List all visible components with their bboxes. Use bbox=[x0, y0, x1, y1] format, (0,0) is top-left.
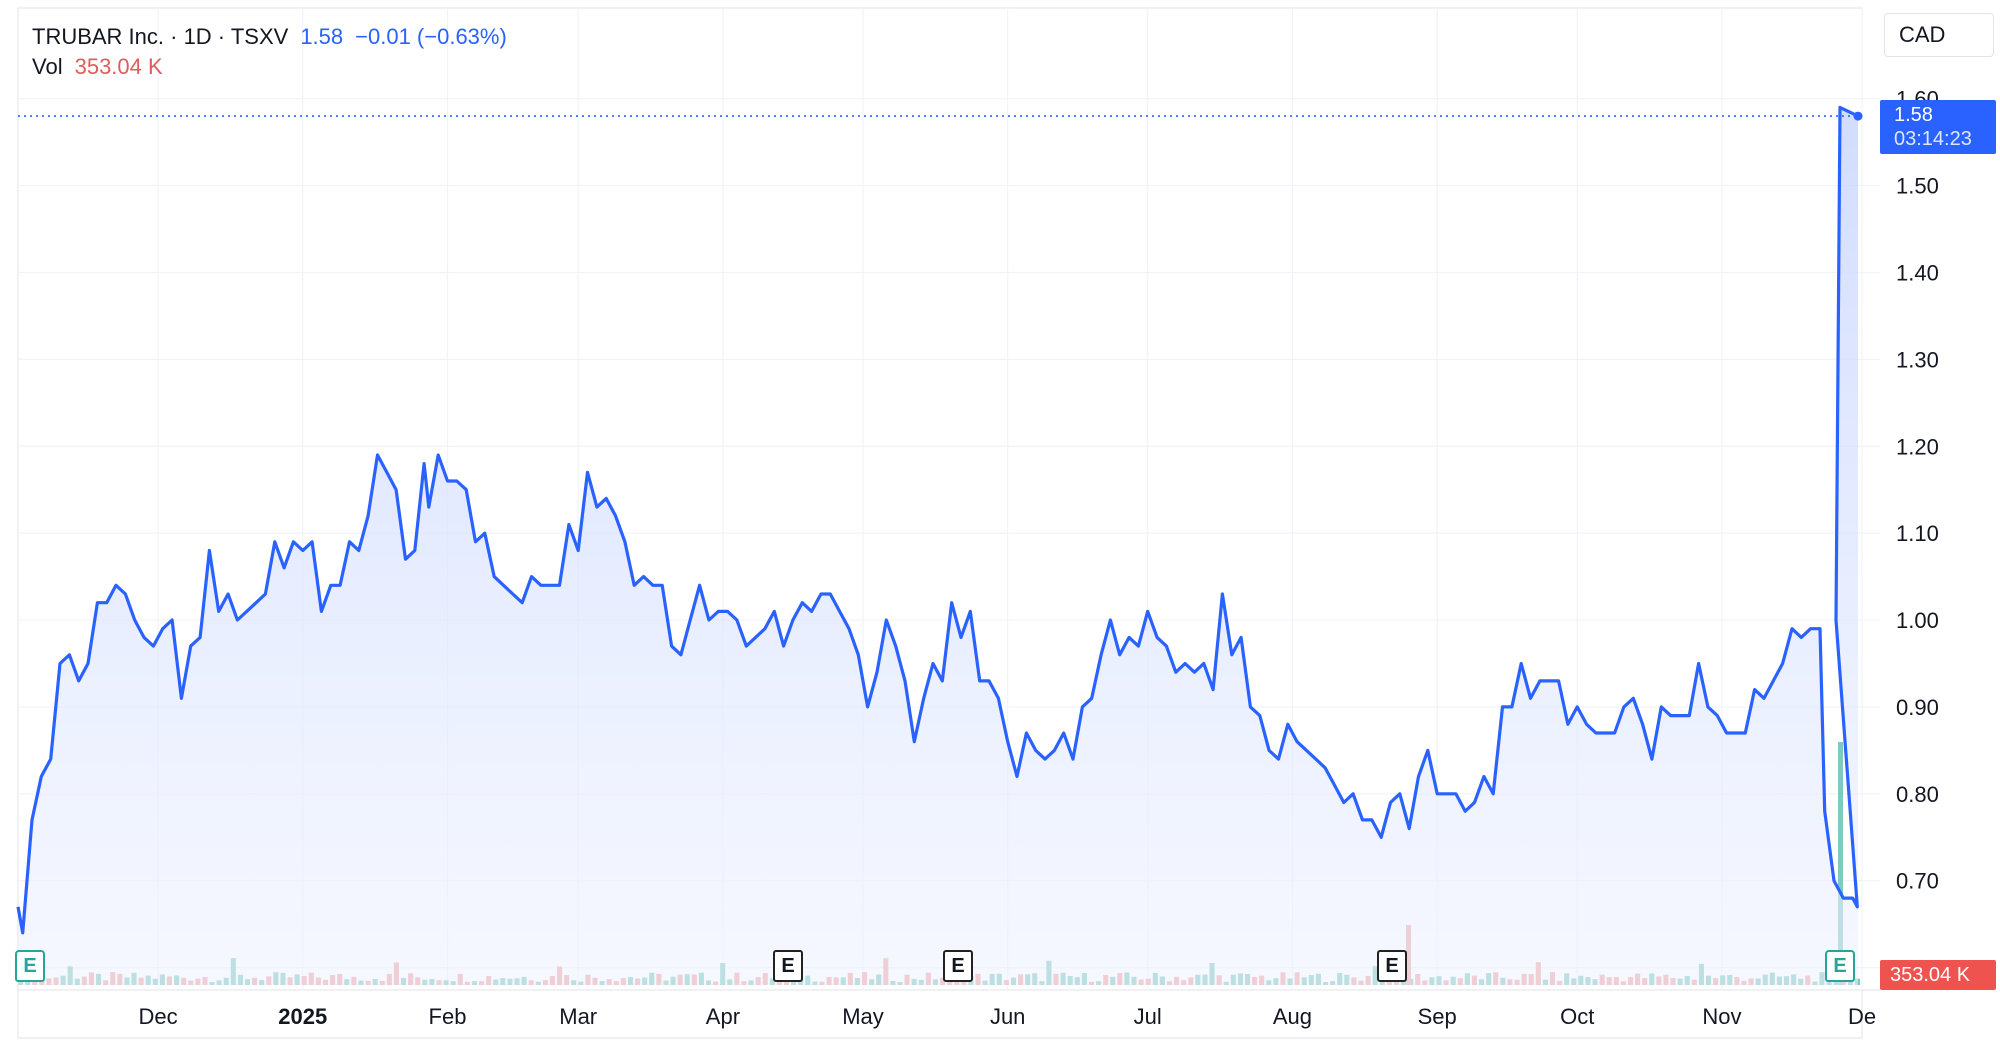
earnings-marker[interactable]: E bbox=[1825, 950, 1855, 982]
volume-value: 353.04 K bbox=[74, 54, 163, 79]
y-tick-label: 0.80 bbox=[1896, 782, 1939, 807]
x-tick-label: Mar bbox=[559, 1004, 597, 1029]
x-tick-label: Dec bbox=[138, 1004, 177, 1029]
volume-bar bbox=[1838, 742, 1843, 985]
last-price-value: 1.58 bbox=[300, 24, 344, 49]
y-tick-label: 0.90 bbox=[1896, 695, 1939, 720]
x-tick-label: Apr bbox=[706, 1004, 740, 1029]
chart-legend: TRUBAR Inc. · 1D · TSXV 1.58 −0.01 (−0.6… bbox=[32, 22, 507, 82]
price-axis[interactable]: 0.600.700.800.901.001.101.201.301.401.50… bbox=[1896, 87, 1939, 981]
volume-tag: 353.04 K bbox=[1880, 960, 1996, 990]
earnings-marker[interactable]: E bbox=[773, 950, 803, 982]
x-tick-label: Oct bbox=[1560, 1004, 1594, 1029]
x-tick-label: Jul bbox=[1134, 1004, 1162, 1029]
currency-button[interactable]: CAD bbox=[1884, 13, 1994, 57]
y-tick-label: 1.20 bbox=[1896, 434, 1939, 459]
volume-label[interactable]: Vol bbox=[32, 54, 63, 79]
price-area-fill bbox=[18, 107, 1858, 985]
time-axis[interactable]: Dec 2025 Feb Mar Apr May Jun Jul Aug Sep Oct Nov De bbox=[138, 1004, 1876, 1029]
symbol-title[interactable]: TRUBAR Inc. · 1D · TSXV bbox=[32, 24, 289, 49]
y-tick-label: 1.10 bbox=[1896, 521, 1939, 546]
x-tick-label: Jun bbox=[990, 1004, 1025, 1029]
earnings-marker[interactable]: E bbox=[15, 950, 45, 982]
last-price-tag: 1.58 03:14:23 bbox=[1880, 100, 1996, 154]
x-tick-label: Aug bbox=[1273, 1004, 1312, 1029]
y-tick-label: 0.70 bbox=[1896, 869, 1939, 894]
bar-countdown: 03:14:23 bbox=[1894, 128, 1972, 150]
price-line bbox=[16, 105, 1859, 935]
last-price-tag-value: 1.58 bbox=[1894, 104, 1933, 126]
y-tick-label: 1.30 bbox=[1896, 347, 1939, 372]
earnings-marker[interactable]: E bbox=[1377, 950, 1407, 982]
volume-row: Vol 353.04 K bbox=[32, 52, 507, 82]
x-tick-label: De bbox=[1848, 1004, 1876, 1029]
price-change-value: −0.01 (−0.63%) bbox=[355, 24, 507, 49]
y-tick-label: 1.50 bbox=[1896, 174, 1939, 199]
last-price-dot bbox=[1853, 111, 1863, 121]
x-tick-label: Sep bbox=[1418, 1004, 1457, 1029]
chart-grid bbox=[17, 7, 1880, 1039]
symbol-row: TRUBAR Inc. · 1D · TSXV 1.58 −0.01 (−0.6… bbox=[32, 22, 507, 52]
x-tick-label: Feb bbox=[429, 1004, 467, 1029]
y-tick-label: 1.00 bbox=[1896, 608, 1939, 633]
y-tick-label: 1.40 bbox=[1896, 260, 1939, 285]
x-tick-label: May bbox=[842, 1004, 884, 1029]
earnings-marker[interactable]: E bbox=[943, 950, 973, 982]
x-tick-label: Nov bbox=[1702, 1004, 1741, 1029]
x-tick-label: 2025 bbox=[278, 1004, 327, 1029]
